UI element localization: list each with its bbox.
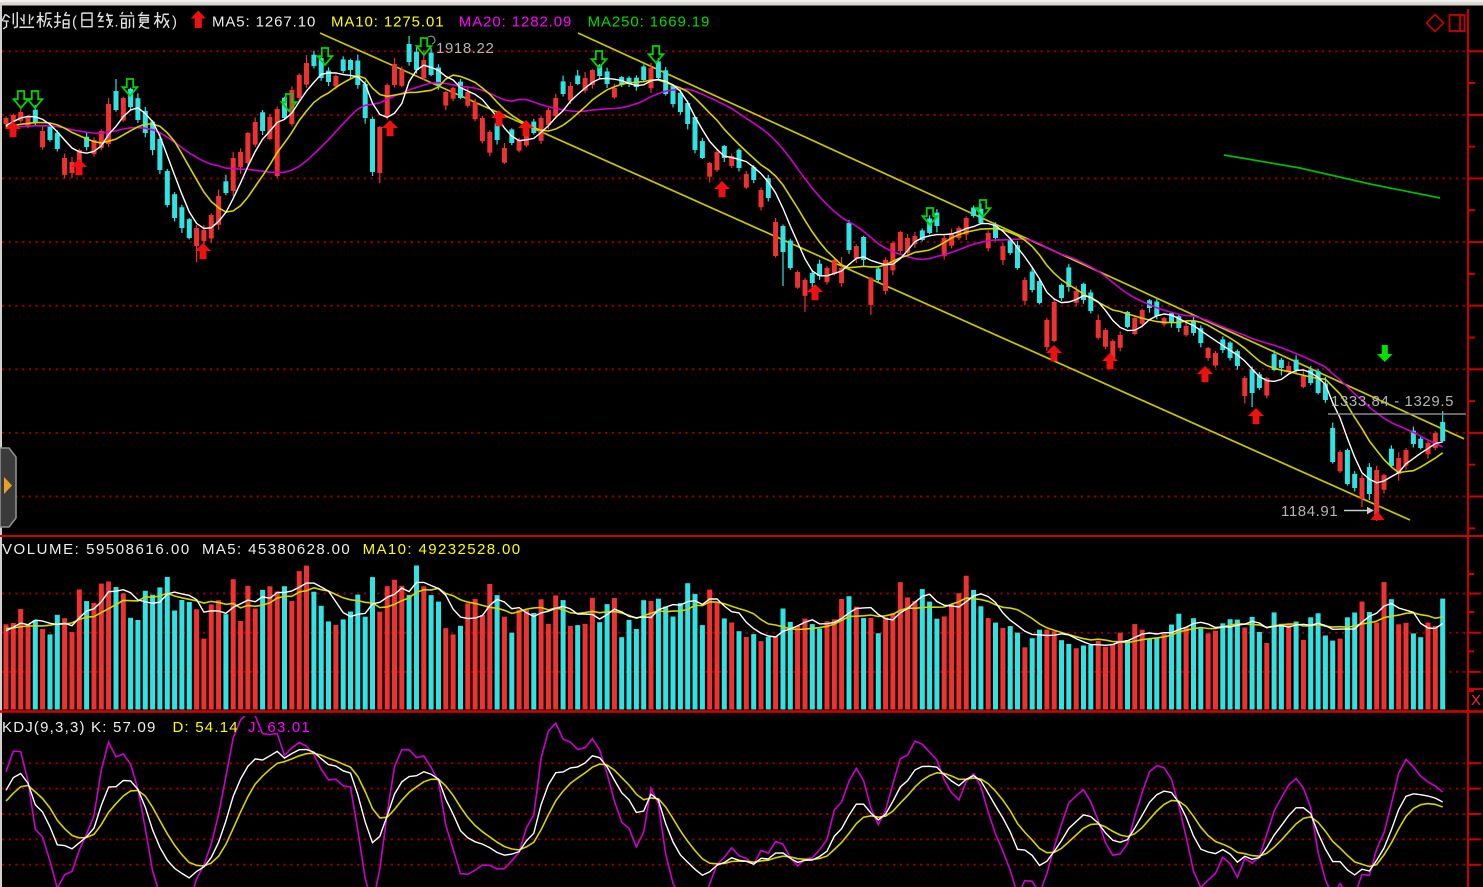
svg-text:1184.91: 1184.91 bbox=[1281, 503, 1338, 520]
svg-text:1333.84 - 1329.5: 1333.84 - 1329.5 bbox=[1331, 393, 1454, 410]
svg-text:MA20: 1282.09: MA20: 1282.09 bbox=[459, 14, 572, 31]
svg-text:J: 63.01: J: 63.01 bbox=[248, 719, 311, 736]
svg-text:MA10: 1275.01: MA10: 1275.01 bbox=[331, 14, 444, 31]
svg-text:.: . bbox=[114, 14, 118, 31]
svg-text:): ) bbox=[172, 14, 177, 31]
svg-text:MA250: 1669.19: MA250: 1669.19 bbox=[588, 14, 711, 31]
svg-text:KDJ(9,3,3) K: 57.09: KDJ(9,3,3) K: 57.09 bbox=[2, 719, 157, 736]
svg-text:VOLUME: 59508616.00: VOLUME: 59508616.00 bbox=[2, 541, 191, 558]
svg-text:MA5: 1267.10: MA5: 1267.10 bbox=[212, 14, 316, 31]
svg-text:MA10: 49232528.00: MA10: 49232528.00 bbox=[363, 541, 522, 558]
svg-text:(: ( bbox=[72, 14, 77, 31]
svg-text:1918.22: 1918.22 bbox=[436, 40, 494, 57]
svg-text:X: X bbox=[1471, 692, 1481, 709]
svg-text:D: 54.14: D: 54.14 bbox=[173, 719, 239, 736]
svg-text:MA5: 45380628.00: MA5: 45380628.00 bbox=[202, 541, 351, 558]
